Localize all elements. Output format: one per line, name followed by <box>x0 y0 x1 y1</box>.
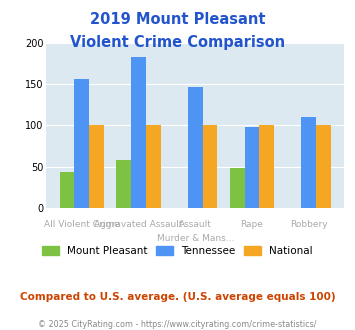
Legend: Mount Pleasant, Tennessee, National: Mount Pleasant, Tennessee, National <box>38 242 317 260</box>
Text: Aggravated Assault: Aggravated Assault <box>94 220 183 229</box>
Text: Compared to U.S. average. (U.S. average equals 100): Compared to U.S. average. (U.S. average … <box>20 292 335 302</box>
Text: Robbery: Robbery <box>290 220 328 229</box>
Text: © 2025 CityRating.com - https://www.cityrating.com/crime-statistics/: © 2025 CityRating.com - https://www.city… <box>38 320 317 329</box>
Text: Rape: Rape <box>241 220 263 229</box>
Bar <box>230 168 245 208</box>
Text: Assault: Assault <box>179 220 212 229</box>
Text: Murder & Mans...: Murder & Mans... <box>157 234 234 243</box>
Bar <box>60 172 75 208</box>
Bar <box>75 79 89 208</box>
Text: 2019 Mount Pleasant: 2019 Mount Pleasant <box>90 12 265 26</box>
Bar <box>316 125 331 208</box>
Bar <box>203 125 217 208</box>
Bar <box>245 127 260 208</box>
Bar <box>131 57 146 208</box>
Bar <box>89 125 104 208</box>
Bar <box>188 86 203 208</box>
Bar <box>116 160 131 208</box>
Bar <box>146 125 161 208</box>
Bar <box>301 117 316 208</box>
Text: Violent Crime Comparison: Violent Crime Comparison <box>70 35 285 50</box>
Bar <box>260 125 274 208</box>
Text: All Violent Crime: All Violent Crime <box>44 220 120 229</box>
